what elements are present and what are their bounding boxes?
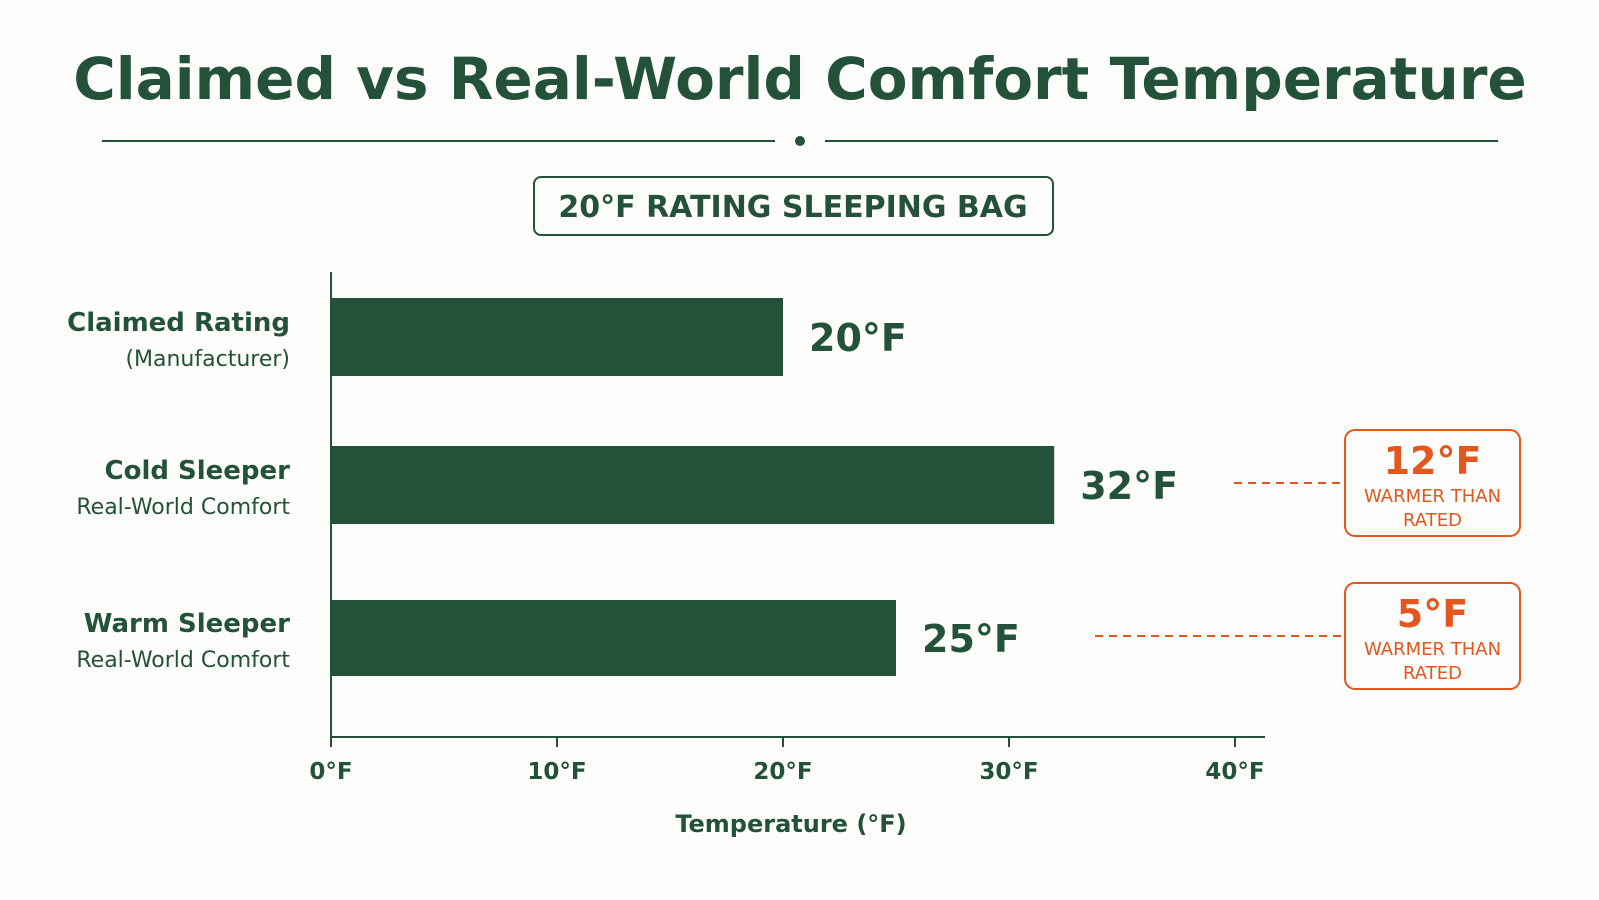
x-tick-label: 20°F — [753, 759, 812, 785]
annotation-box — [1344, 582, 1521, 690]
category-sublabel: (Manufacturer) — [125, 347, 290, 372]
category-label: Claimed Rating — [67, 308, 290, 338]
annotations: 12°F WARMER THAN RATED 5°F WARMER THAN RATED — [1095, 429, 1521, 690]
category-labels: Claimed Rating (Manufacturer) Cold Sleeper… — [67, 308, 290, 673]
annotation-box — [1344, 429, 1521, 537]
x-tick-label: 30°F — [979, 759, 1038, 785]
bar — [332, 600, 896, 676]
bar — [332, 446, 1055, 524]
annotation-text-line2: RATED — [1403, 663, 1462, 684]
x-tick-label: 10°F — [527, 759, 586, 785]
annotation-text-line2: RATED — [1403, 510, 1462, 531]
chart-title: Claimed vs Real-World Comfort Temperatur… — [73, 45, 1527, 113]
value-labels: 20°F 32°F 25°F — [809, 316, 1178, 661]
title-divider-dot — [795, 136, 805, 146]
annotation-delta: 5°F — [1397, 592, 1468, 636]
subtitle-box — [533, 176, 1054, 236]
x-tick-label: 0°F — [309, 759, 352, 785]
category-sublabel: Real-World Comfort — [76, 495, 290, 520]
annotation-text-line1: WARMER THAN — [1364, 486, 1501, 507]
annotation-delta: 12°F — [1384, 439, 1482, 483]
annotation-text-line1: WARMER THAN — [1364, 639, 1501, 660]
x-axis-title: Temperature (°F) — [675, 810, 906, 838]
x-tick-label: 40°F — [1205, 759, 1264, 785]
bar — [332, 298, 783, 376]
bars — [332, 298, 1055, 676]
category-label: Cold Sleeper — [105, 456, 291, 486]
chart-subtitle: 20°F RATING SLEEPING BAG — [558, 190, 1027, 225]
category-label: Warm Sleeper — [84, 609, 290, 639]
value-label: 25°F — [922, 617, 1020, 661]
category-sublabel: Real-World Comfort — [76, 648, 290, 673]
value-label: 32°F — [1080, 464, 1178, 508]
value-label: 20°F — [809, 316, 907, 360]
x-axis-ticks: 0°F 10°F 20°F 30°F 40°F — [309, 737, 1265, 785]
